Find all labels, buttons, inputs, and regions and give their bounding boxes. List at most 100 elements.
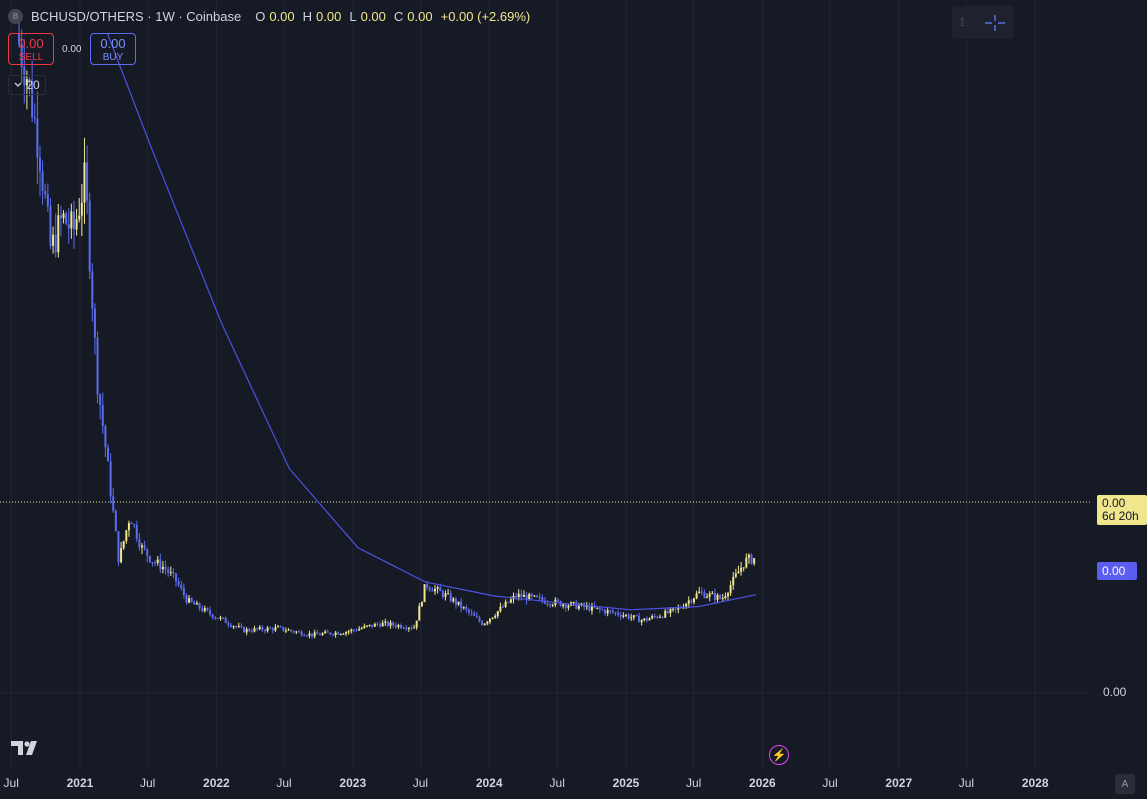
candle-body [211,614,214,618]
time-axis-label: 2026 [749,776,776,790]
candle-body [148,555,151,563]
crosshair-icon[interactable] [984,14,1006,32]
candle-body [695,593,698,599]
candle-body [536,595,539,597]
candle-body [690,600,693,603]
candle-body [517,593,520,598]
candle-body [127,523,130,531]
candle-body [682,607,685,609]
buy-button[interactable]: 0.00 BUY [90,33,136,65]
candle-body [624,614,627,616]
time-axis-label: Jul [276,776,292,790]
candle-body [177,581,180,585]
chart-title[interactable]: BCHUSD/OTHERS · 1W · Coinbase [31,9,242,24]
candle-body [661,616,664,618]
candle-body [384,621,387,623]
candle-body [509,599,512,603]
candle-body [339,633,342,635]
candle-body [449,593,452,602]
time-axis-label: Jul [139,776,156,790]
low-value: 0.00 [360,9,386,24]
candle-body [441,591,444,597]
candle-body [520,593,523,597]
time-axis[interactable]: Jul 2021 Jul 2022 Jul 2023 Jul 2024 Jul 2025 Jul 20… [0,768,1147,799]
candle-body [737,571,740,574]
auto-scale-button[interactable]: A [1115,774,1135,794]
drawing-toolbar[interactable]: ⁞⁞ [952,6,1014,39]
candle-body [596,607,599,609]
close-label: C [393,9,404,24]
candle-body [656,616,659,618]
candle-body [528,593,531,601]
candle-body [685,603,688,608]
moving-average-line [106,32,757,611]
candle-body [261,627,264,631]
candle-body [666,610,669,614]
candle-body [65,213,68,225]
candle-body [590,605,593,611]
candle-body [88,200,91,272]
candle-body [151,562,154,564]
candle-body [352,629,355,631]
candle-body [598,607,601,610]
candle-body [154,562,157,564]
candle-body [78,215,81,220]
candle-body [201,608,204,612]
sell-label: SELL [18,52,44,63]
candle-body [609,610,612,612]
candle-body [180,584,183,588]
candle-body [672,608,675,610]
sell-price: 0.00 [18,36,44,51]
low-label: L [349,9,357,24]
price-axis-tick: 0.00 [1103,685,1127,699]
candle-body [567,605,570,608]
symbol-icon[interactable]: B [8,9,23,24]
candle-body [413,627,416,629]
open-label: O [255,9,266,24]
time-axis-label: 2027 [885,776,913,790]
candle-body [486,621,489,624]
candle-body [86,162,89,201]
tradingview-logo[interactable] [10,738,44,758]
candle-body [719,594,722,599]
price-chart[interactable] [0,0,1147,768]
candle-body [381,622,384,627]
candle-body [33,117,36,119]
volume-toggle[interactable]: 20 [8,75,46,95]
candle-body [700,591,703,593]
candle-body [232,626,235,628]
candle-body [334,632,337,636]
candle-body [556,599,559,602]
candle-body [410,627,413,629]
candle-body [507,601,510,603]
candle-body [167,569,170,573]
candle-body [72,211,75,230]
candle-body [125,530,128,542]
candle-body [188,598,191,603]
candle-body [434,588,437,592]
candle-body [575,602,578,609]
candle-body [606,610,609,614]
candle-body [572,602,575,604]
candle-body [240,625,243,627]
candle-body [326,631,329,633]
candle-body [46,194,49,207]
sell-button[interactable]: 0.00 SELL [8,33,54,65]
candle-body [577,605,580,609]
candle-body [504,601,507,607]
candle-body [329,632,332,635]
flash-icon[interactable]: ⚡ [769,745,789,765]
candle-body [703,592,706,598]
buy-label: BUY [102,52,124,63]
volume-value: 20 [26,78,40,92]
candle-body [318,634,321,636]
candle-body [342,633,345,635]
candle-body [549,603,552,606]
candle-body [23,66,26,86]
drag-handle-icon[interactable]: ⁞⁞ [960,15,964,29]
candle-body [31,80,34,118]
high-value: 0.00 [316,9,342,24]
candle-body [297,631,300,633]
candle-body [122,541,125,549]
